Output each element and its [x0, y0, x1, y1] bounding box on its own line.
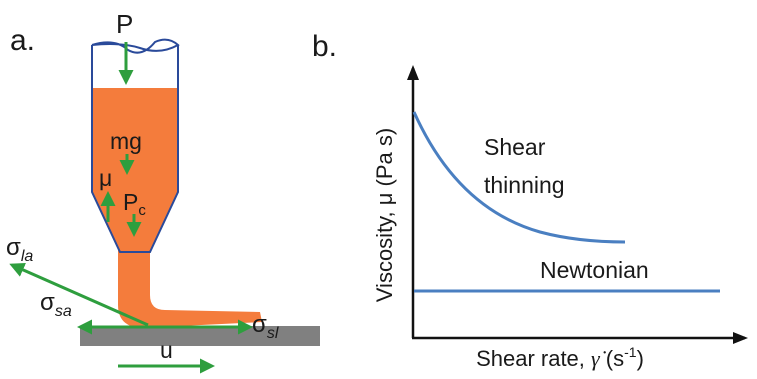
capillary-label: Pc [123, 189, 146, 219]
viscosity-label: μ [99, 165, 112, 191]
shear-thinning-curve [412, 111, 626, 244]
fluid-body [92, 88, 178, 252]
panel-a-label: a. [10, 24, 35, 57]
sigma-sa-label: σsa [40, 289, 72, 320]
panel-b: b. Shear thinning Newtonian Viscosity, μ… [312, 30, 748, 371]
velocity-label: u [160, 337, 173, 363]
panel-a: a. P mg μ Pc σla σsa [6, 9, 320, 374]
sigma-la-label: σla [6, 234, 33, 265]
panel-b-label: b. [312, 30, 337, 63]
pressure-label: P [116, 9, 133, 39]
syringe-outline [91, 45, 179, 253]
newtonian-label: Newtonian [540, 257, 649, 283]
syringe-top [91, 38, 180, 54]
substrate [80, 326, 320, 346]
gravity-label: mg [110, 128, 142, 154]
x-axis-title: Shear rate, γ̇ (s-1) [476, 344, 644, 371]
shear-thinning-label-2: thinning [484, 172, 565, 198]
y-axis-title: Viscosity, μ (Pa s) [372, 128, 397, 302]
sigma-sl-label: σsl [252, 311, 279, 342]
sigma-la-arrow [9, 262, 149, 327]
fluid-stream [118, 250, 262, 328]
shear-thinning-label-1: Shear [484, 134, 546, 160]
